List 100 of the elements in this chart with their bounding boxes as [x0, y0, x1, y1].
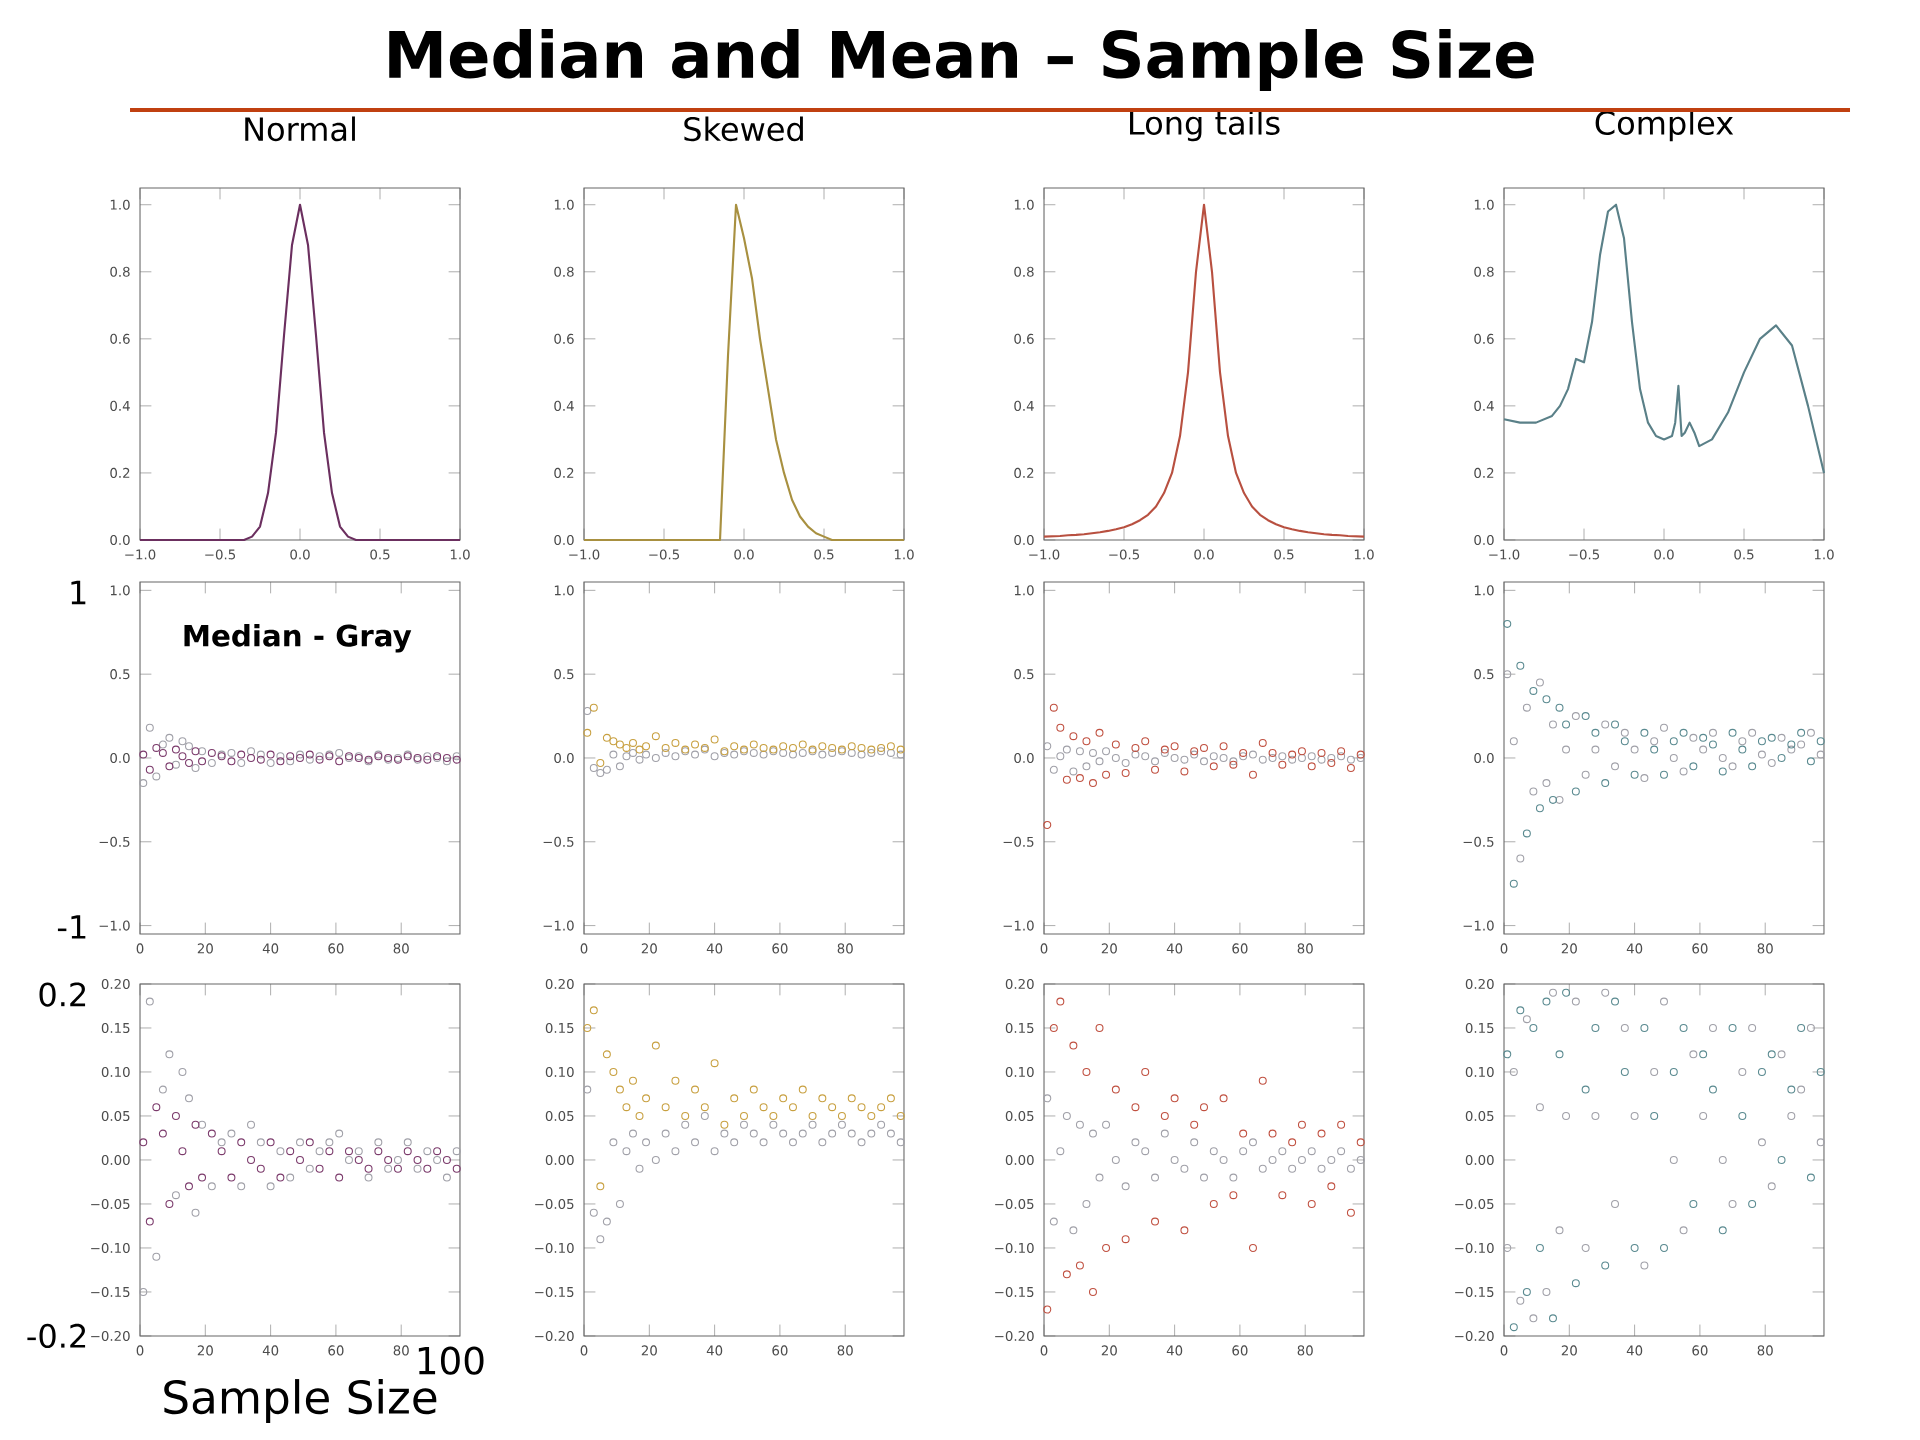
point: [1611, 720, 1620, 729]
point: [305, 1164, 314, 1173]
point: [1757, 1138, 1766, 1147]
point: [1581, 1085, 1590, 1094]
point: [589, 703, 598, 712]
point: [1337, 1120, 1346, 1129]
point: [305, 755, 314, 764]
point: [1611, 997, 1620, 1006]
point: [700, 1103, 709, 1112]
point: [635, 1164, 644, 1173]
point: [184, 1094, 193, 1103]
point: [1699, 1111, 1708, 1120]
point: [615, 1199, 624, 1208]
point: [1088, 779, 1097, 788]
point: [1669, 737, 1678, 746]
point: [1209, 762, 1218, 771]
point: [1095, 728, 1104, 737]
point: [857, 1138, 866, 1147]
point: [1728, 1199, 1737, 1208]
point: [165, 1050, 174, 1059]
point: [1075, 1120, 1084, 1129]
point: [1581, 770, 1590, 779]
point: [1131, 750, 1140, 759]
point: [730, 1094, 739, 1103]
point: [1708, 740, 1717, 749]
point: [1239, 1147, 1248, 1156]
point: [452, 1164, 461, 1173]
point: [1529, 686, 1538, 695]
point: [305, 1138, 314, 1147]
point: [423, 1147, 432, 1156]
point: [628, 738, 637, 747]
point: [1748, 1199, 1757, 1208]
point: [178, 1067, 187, 1076]
point: [1278, 1147, 1287, 1156]
point: [1278, 1191, 1287, 1200]
point: [1180, 755, 1189, 764]
point: [1640, 1023, 1649, 1032]
point: [305, 750, 314, 759]
point: [335, 748, 344, 757]
point: [886, 1094, 895, 1103]
point: [1806, 728, 1815, 737]
point: [1043, 1094, 1052, 1103]
point: [635, 745, 644, 754]
point: [1535, 1103, 1544, 1112]
point: [442, 1155, 451, 1164]
point: [171, 760, 180, 769]
point: [1219, 753, 1228, 762]
point: [1069, 1226, 1078, 1235]
point: [798, 748, 807, 757]
point: [1797, 740, 1806, 749]
point: [1757, 737, 1766, 746]
point: [1529, 1314, 1538, 1323]
point: [247, 1120, 256, 1129]
point: [171, 1191, 180, 1200]
point: [1522, 1015, 1531, 1024]
point: [1075, 747, 1084, 756]
point: [374, 1138, 383, 1147]
point: [1679, 1226, 1688, 1235]
point: [1337, 747, 1346, 756]
point: [1659, 723, 1668, 732]
point: [730, 750, 739, 759]
point: [847, 742, 856, 751]
point: [1190, 1138, 1199, 1147]
point: [896, 1111, 905, 1120]
point: [1209, 1147, 1218, 1156]
point: [691, 750, 700, 759]
point: [1816, 737, 1825, 746]
point: [266, 758, 275, 768]
point: [1258, 755, 1267, 764]
point: [1816, 1138, 1825, 1147]
point: [178, 752, 187, 761]
point: [1562, 720, 1571, 729]
point: [1307, 752, 1316, 761]
point: [651, 1155, 660, 1164]
point: [191, 764, 200, 773]
point: [700, 1111, 709, 1120]
point: [1503, 619, 1512, 628]
point: [642, 1138, 651, 1147]
point: [276, 757, 285, 766]
point: [1620, 1023, 1629, 1032]
point: [1718, 1155, 1727, 1164]
point: [857, 743, 866, 752]
point: [886, 742, 895, 751]
point: [139, 779, 148, 788]
point: [1529, 787, 1538, 796]
point: [1170, 753, 1179, 762]
text: 100: [418, 1346, 484, 1375]
point: [191, 1208, 200, 1217]
point: [671, 752, 680, 761]
point: [335, 757, 344, 766]
point: [1268, 1155, 1277, 1164]
point: [1708, 1023, 1717, 1032]
point: [1239, 1129, 1248, 1138]
point: [1738, 1111, 1747, 1120]
point: [1346, 1164, 1355, 1173]
point: [266, 1138, 275, 1147]
point: [1640, 728, 1649, 737]
point: [433, 1155, 442, 1164]
point: [1356, 1138, 1365, 1147]
point: [344, 1147, 353, 1156]
